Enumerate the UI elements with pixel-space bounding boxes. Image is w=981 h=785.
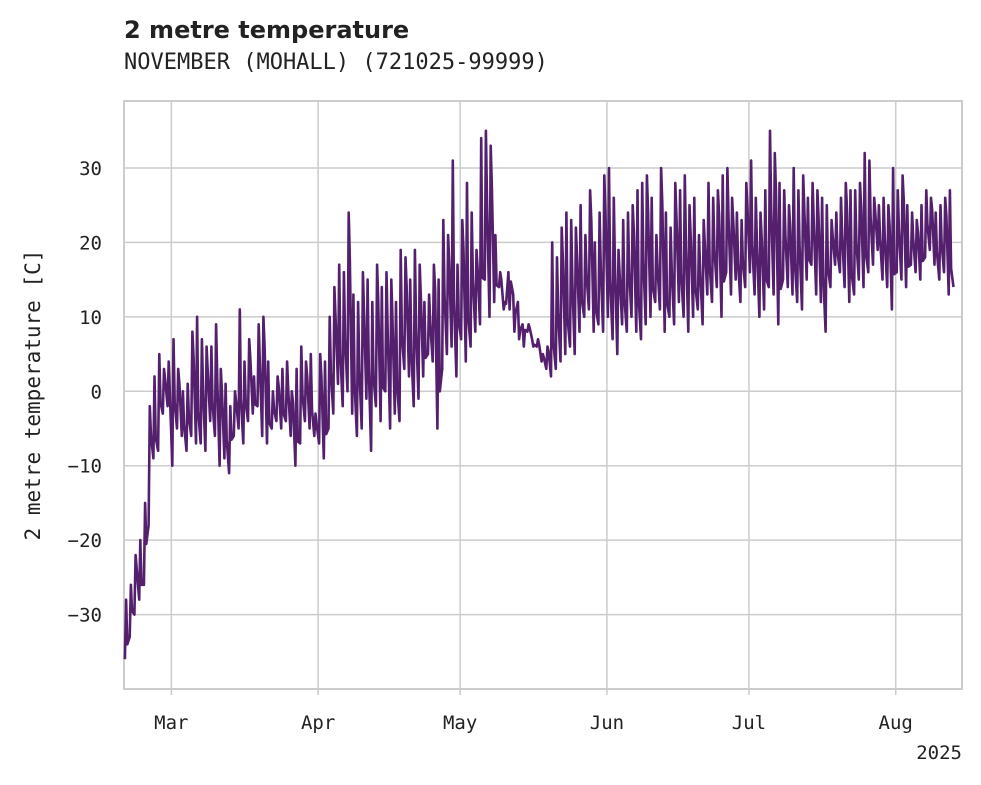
y-tick-label: 20 [79,232,102,254]
plot-frame [123,100,963,690]
y-tick-label: 10 [79,307,102,329]
year-label: 2025 [916,742,962,764]
temperature-series-line [123,129,955,660]
y-tick-label: 0 [91,381,102,403]
x-tick-label: Jun [590,712,624,734]
x-tick-label: May [443,712,477,734]
y-tick-label: −20 [68,530,102,552]
grid [124,101,962,695]
x-tick-label: Aug [879,712,913,734]
x-tick-label: Mar [154,712,188,734]
chart-subtitle: NOVEMBER (MOHALL) (721025-99999) [124,50,548,75]
y-tick-label: 30 [79,158,102,180]
chart-title: 2 metre temperature [124,16,410,44]
y-tick-labels: −30 −20 −10 0 10 20 30 [68,158,102,627]
x-tick-label: Apr [301,712,335,734]
y-tick-label: −10 [68,456,102,478]
x-tick-labels: Mar Apr May Jun Jul Aug [154,712,913,734]
x-tick-label: Jul [732,712,766,734]
y-axis-label: 2 metre temperature [C] [21,250,45,541]
series-layer [123,129,955,660]
y-tick-label: −30 [68,605,102,627]
